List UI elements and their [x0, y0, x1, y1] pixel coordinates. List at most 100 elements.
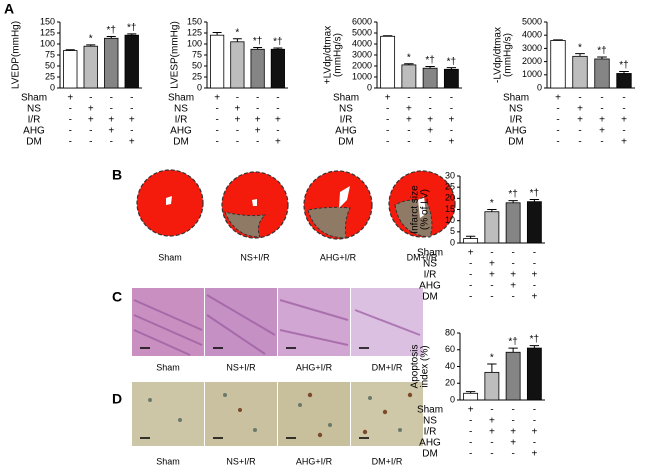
- group-sign: -: [236, 93, 239, 104]
- bar: [572, 55, 588, 89]
- group-sign: -: [469, 449, 472, 460]
- bar: [484, 211, 500, 244]
- y-tick-label: 10: [445, 215, 455, 225]
- bar: [104, 37, 119, 89]
- y-tick-label: 50: [45, 60, 55, 70]
- annotation: *†: [530, 188, 539, 199]
- y-tick-label: 1000: [522, 69, 542, 79]
- y-tick-label: 5000: [352, 27, 372, 37]
- annotation: *: [490, 353, 494, 364]
- group-sign: -: [256, 93, 259, 104]
- group-sign: +: [489, 270, 495, 281]
- group-sign: -: [469, 416, 472, 427]
- group-sign: -: [110, 137, 113, 148]
- group-label: AHG: [170, 126, 192, 137]
- group-sign: +: [468, 405, 474, 416]
- y-tick-label: 75: [192, 49, 202, 59]
- image-caption: NS+I/R: [240, 252, 270, 262]
- error-bar: [553, 39, 563, 41]
- error-bar: [127, 33, 137, 36]
- y-tick-label: 20: [445, 378, 455, 388]
- image-caption: Sham: [156, 456, 180, 466]
- image-caption: DM+I/R: [372, 362, 403, 372]
- group-label: I/R: [510, 115, 523, 126]
- image-caption: DM+I/R: [407, 252, 438, 262]
- group-sign: -: [276, 126, 279, 137]
- group-sign: +: [275, 137, 281, 148]
- group-label: AHG: [23, 126, 45, 137]
- y-tick-label: 15: [445, 204, 455, 214]
- error-bar: [465, 235, 476, 239]
- group-sign: +: [599, 126, 605, 137]
- group-sign: -: [490, 292, 493, 303]
- group-sign: -: [69, 115, 72, 126]
- y-tick-label: 5: [450, 226, 455, 236]
- group-sign: +: [385, 93, 391, 104]
- annotation: *: [89, 34, 93, 45]
- bar: [463, 392, 479, 401]
- bar: [550, 40, 566, 89]
- y-tick-label: 4000: [352, 38, 372, 48]
- y-tick-label: 0: [50, 82, 55, 92]
- group-sign: +: [489, 259, 495, 270]
- annotation: *: [235, 27, 239, 38]
- he-histology: [132, 288, 423, 356]
- group-label: NS: [339, 104, 353, 115]
- group-label: Sham: [417, 405, 443, 416]
- error-bar: [212, 32, 222, 36]
- annotation: *†: [508, 189, 517, 200]
- group-sign: -: [556, 104, 559, 115]
- group-sign: -: [578, 126, 581, 137]
- group-sign: -: [469, 427, 472, 438]
- group-sign: -: [386, 137, 389, 148]
- group-sign: +: [510, 270, 516, 281]
- group-sign: -: [490, 449, 493, 460]
- y-tick-label: 4000: [522, 30, 542, 40]
- group-sign: +: [621, 115, 627, 126]
- group-sign: +: [88, 104, 94, 115]
- group-sign: -: [511, 292, 514, 303]
- group-sign: +: [255, 115, 261, 126]
- group-sign: +: [234, 104, 240, 115]
- y-tick-label: 1000: [352, 71, 372, 81]
- bar: [463, 238, 479, 244]
- group-label: Sham: [503, 93, 529, 104]
- y-axis-label: -LVdp/dtmax: [493, 27, 504, 83]
- group-sign: -: [236, 126, 239, 137]
- image-caption: Sham: [156, 362, 180, 372]
- group-sign: +: [275, 115, 281, 126]
- group-sign: -: [469, 438, 472, 449]
- group-label: NS: [27, 104, 41, 115]
- group-sign: -: [490, 438, 493, 449]
- error-bar: [529, 198, 540, 202]
- group-sign: -: [69, 104, 72, 115]
- bar: [526, 201, 542, 244]
- y-tick-label: 25: [45, 71, 55, 81]
- y-tick-label: 125: [40, 27, 55, 37]
- group-sign: +: [406, 104, 412, 115]
- annotation: *†: [107, 25, 116, 36]
- group-label: AHG: [505, 126, 527, 137]
- group-sign: -: [256, 104, 259, 115]
- group-sign: -: [469, 259, 472, 270]
- group-sign: +: [255, 126, 261, 137]
- annotation: *†: [447, 56, 456, 67]
- error-bar: [446, 67, 457, 70]
- group-label: AHG: [419, 281, 441, 292]
- y-axis-label: LVEDP(mmHg): [11, 21, 22, 89]
- image-caption: AHG+I/R: [296, 362, 333, 372]
- bar: [250, 48, 265, 89]
- group-sign: -: [450, 126, 453, 137]
- bar: [505, 351, 521, 401]
- group-label: AHG: [419, 438, 441, 449]
- error-bar: [508, 200, 518, 203]
- group-sign: -: [215, 137, 218, 148]
- group-sign: -: [386, 115, 389, 126]
- group-label: NS: [423, 259, 437, 270]
- y-tick-label: 25: [192, 71, 202, 81]
- y-axis-label: Infarct size: [410, 185, 421, 234]
- annotation: *: [578, 42, 582, 53]
- y-tick-label: 0: [197, 82, 202, 92]
- group-sign: +: [577, 104, 583, 115]
- group-sign: -: [622, 93, 625, 104]
